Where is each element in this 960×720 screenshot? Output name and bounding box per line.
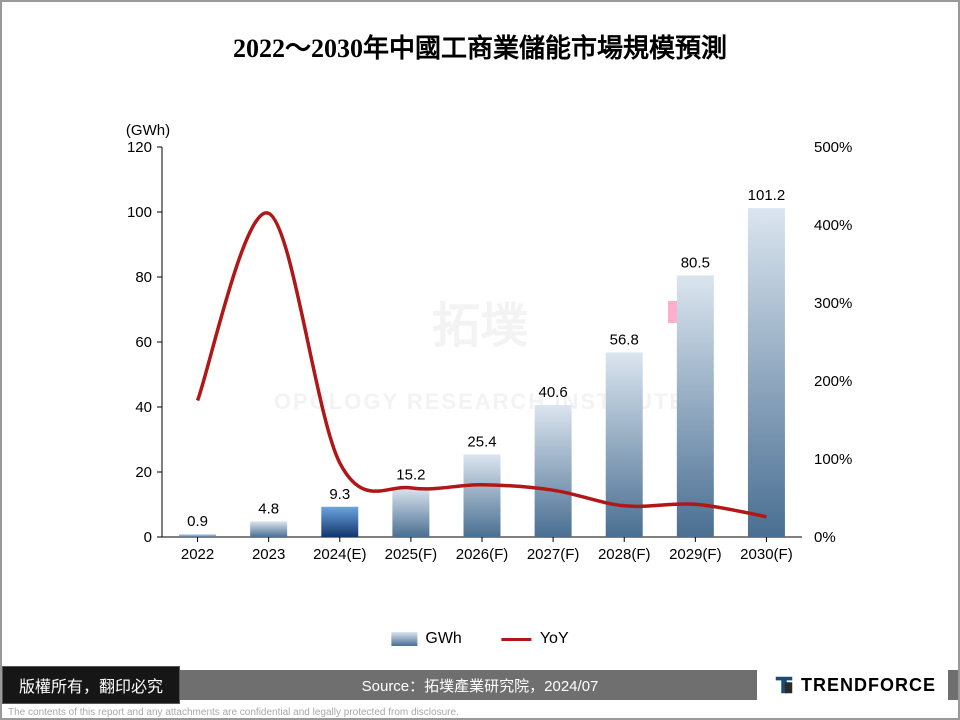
chart-legend: GWh YoY [391,630,568,648]
legend-bar-label: GWh [425,630,461,648]
svg-text:500%: 500% [814,139,852,156]
svg-text:(GWh): (GWh) [126,122,170,139]
disclaimer-text: The contents of this report and any atta… [8,707,459,718]
svg-text:2026(F): 2026(F) [456,546,509,563]
svg-text:20: 20 [135,464,152,481]
brand-text: TRENDFORCE [801,675,936,696]
copyright-text: 版權所有，翻印必究 [19,673,163,697]
chart-title: 2022～2030年中國工商業儲能市場規模預測 [2,28,958,65]
svg-text:400%: 400% [814,217,852,234]
svg-text:2029(F): 2029(F) [669,546,722,563]
svg-text:200%: 200% [814,373,852,390]
svg-text:60: 60 [135,334,152,351]
svg-text:0%: 0% [814,529,836,546]
report-frame: 2022～2030年中國工商業儲能市場規模預測 拓墣 OPOLOGY RESEA… [0,0,960,720]
legend-line-label: YoY [540,630,569,648]
svg-text:56.8: 56.8 [610,331,639,348]
svg-text:0: 0 [144,529,152,546]
svg-text:9.3: 9.3 [329,486,350,503]
svg-text:40.6: 40.6 [539,384,568,401]
legend-item-bar: GWh [391,630,461,648]
svg-text:0.9: 0.9 [187,513,208,530]
chart-area: 0 20 40 60 80 100 120(GWh) 0% 100% 200% 300% 400% 50… [102,117,862,587]
svg-text:25.4: 25.4 [467,433,496,450]
svg-text:80: 80 [135,269,152,286]
brand-logo-icon [773,674,795,696]
legend-item-line: YoY [502,630,569,648]
copyright-box: 版權所有，翻印必究 [2,666,180,704]
svg-text:80.5: 80.5 [681,254,710,271]
svg-text:100: 100 [127,204,152,221]
svg-text:2023: 2023 [252,546,285,563]
svg-text:2027(F): 2027(F) [527,546,580,563]
svg-text:2025(F): 2025(F) [385,546,438,563]
legend-swatch-line [502,638,532,641]
svg-text:300%: 300% [814,295,852,312]
brand-box: TRENDFORCE [757,666,948,704]
svg-text:2030(F): 2030(F) [740,546,793,563]
svg-text:2028(F): 2028(F) [598,546,651,563]
legend-swatch-bar [391,632,417,646]
svg-text:101.2: 101.2 [748,187,786,204]
svg-text:100%: 100% [814,451,852,468]
svg-text:4.8: 4.8 [258,500,279,517]
svg-text:15.2: 15.2 [396,467,425,484]
chart-svg: 0 20 40 60 80 100 120(GWh) 0% 100% 200% 300% 400% 50… [102,117,862,587]
svg-text:2024(E): 2024(E) [313,546,366,563]
svg-text:120: 120 [127,139,152,156]
svg-text:40: 40 [135,399,152,416]
svg-text:2022: 2022 [181,546,214,563]
